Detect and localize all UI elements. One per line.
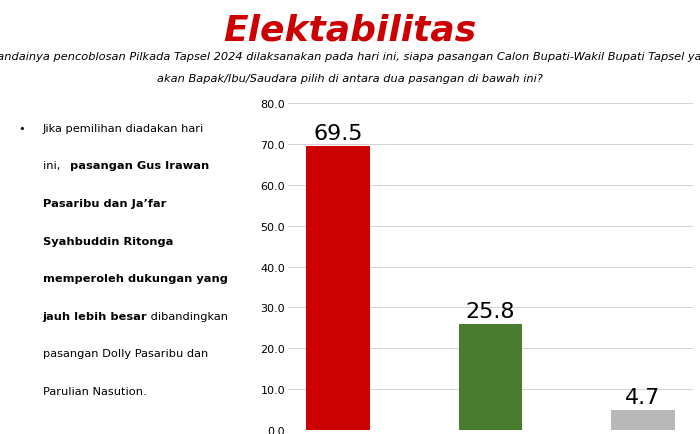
Text: Syahbuddin Ritonga: Syahbuddin Ritonga — [43, 236, 173, 246]
Bar — [458, 325, 522, 430]
Text: dibandingkan: dibandingkan — [147, 311, 228, 321]
Text: Jika pemilihan diadakan hari: Jika pemilihan diadakan hari — [43, 124, 204, 134]
Bar — [610, 411, 675, 430]
Text: akan Bapak/Ibu/Saudara pilih di antara dua pasangan di bawah ini?: akan Bapak/Ibu/Saudara pilih di antara d… — [157, 74, 543, 84]
Text: •: • — [18, 124, 25, 134]
Text: Pasaribu dan Ja’far: Pasaribu dan Ja’far — [43, 199, 166, 208]
Text: Elektabilitas: Elektabilitas — [223, 13, 477, 47]
Text: 4.7: 4.7 — [625, 387, 660, 407]
Text: Seandainya pencoblosan Pilkada Tapsel 2024 dilaksanakan pada hari ini, siapa pas: Seandainya pencoblosan Pilkada Tapsel 20… — [0, 52, 700, 62]
Text: memperoleh dukungan yang: memperoleh dukungan yang — [43, 273, 228, 283]
Text: pasangan Gus Irawan: pasangan Gus Irawan — [69, 161, 209, 171]
Text: jauh lebih besar: jauh lebih besar — [43, 311, 147, 321]
Text: ini,: ini, — [43, 161, 64, 171]
Text: pasangan Dolly Pasaribu dan: pasangan Dolly Pasaribu dan — [43, 348, 208, 358]
Text: 69.5: 69.5 — [314, 124, 363, 144]
Bar — [307, 147, 370, 430]
Text: Parulian Nasution.: Parulian Nasution. — [43, 386, 146, 396]
Text: 25.8: 25.8 — [466, 302, 515, 322]
